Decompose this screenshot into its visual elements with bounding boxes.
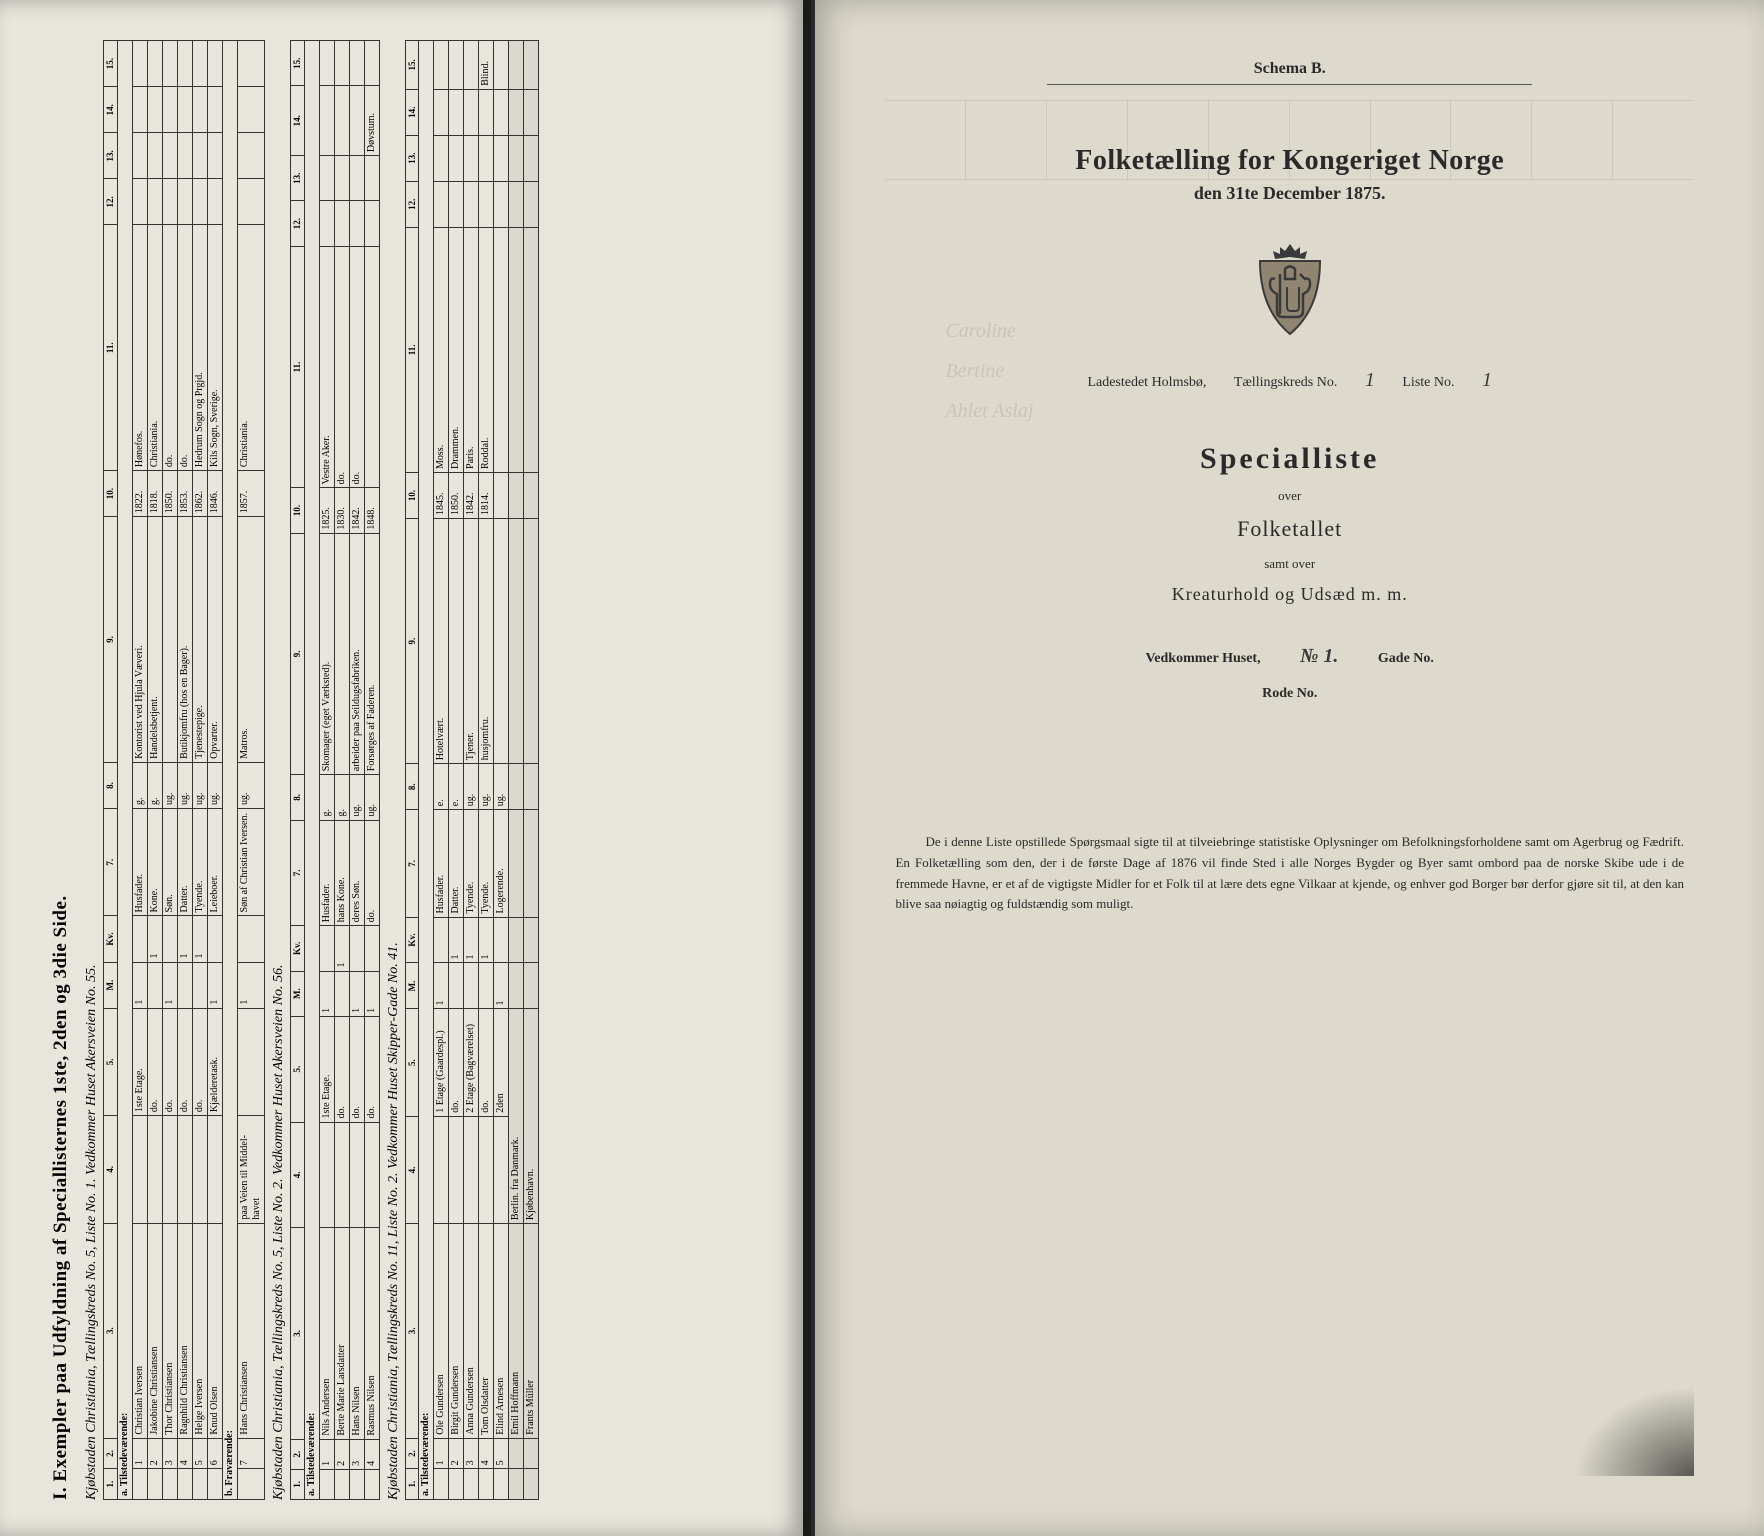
location-label: Ladestedet Holmsbø, [1087, 375, 1206, 390]
bleedthrough-script: Ahlet Aslaj [945, 400, 1033, 423]
section-header-1: Kjøbstaden Christiania, Tællingskreds No… [84, 40, 100, 1500]
table-row: 2Jakobine Christiansendo.1Kone.g.Handels… [147, 41, 162, 1500]
table-row: Emil HoffmannBerlin. fra Danmark. [509, 41, 524, 1500]
specialliste-heading: Specialliste [885, 442, 1694, 476]
table-header-row: 1.2.3.4.5.M.Kv.7.8.9.10.11.12.13.14.15. [290, 41, 304, 1500]
table-row: 1Ole Gundersen1 Etage (Gaardespl.)1Husfa… [434, 41, 449, 1500]
presence-header-1: a. Tilstedeværende: [117, 41, 132, 1500]
liste-value: 1 [1482, 369, 1492, 391]
left-rotated-content: I. Exempler paa Udfyldning af Speciallis… [50, 40, 539, 1500]
table-row: 2Birgit Gundersendo.1Datter.e.1850.Dramm… [449, 41, 464, 1500]
col-11: 11. [104, 225, 118, 471]
col-14: 14. [104, 87, 118, 133]
col-9: 9. [104, 517, 118, 763]
schema-label: Schema B. [1047, 60, 1532, 85]
coat-of-arms-icon [1245, 239, 1335, 339]
bleedthrough-table [885, 100, 1694, 180]
col-2: 2. [104, 1438, 118, 1469]
kreaturhold-heading: Kreaturhold og Udsæd m. m. [885, 584, 1694, 605]
bleedthrough-script: Bertine [945, 360, 1004, 383]
section-header-2: Kjøbstaden Christiania, Tællingskreds No… [271, 40, 287, 1500]
footer-paragraph: De i denne Liste opstillede Spørgsmaal s… [885, 832, 1694, 915]
ledger-table-2: 1.2.3.4.5.M.Kv.7.8.9.10.11.12.13.14.15. … [290, 40, 380, 1500]
samt-text: samt over [885, 556, 1694, 572]
section-header-3: Kjøbstaden Christiania, Tællingskreds No… [386, 40, 402, 1500]
col-6b: Kv. [104, 916, 118, 962]
col-3: 3. [104, 1223, 118, 1438]
over-text: over [885, 488, 1694, 504]
table-row: 3Hans Nilsendo.1deres Søn.ug.arbeider pa… [349, 41, 364, 1500]
absence-header-1: b. Fraværende: [222, 41, 237, 1500]
presence-header-2: a. Tilstedeværende: [304, 41, 319, 1500]
col-5: 5. [104, 1008, 118, 1116]
left-page: I. Exempler paa Udfyldning af Speciallis… [0, 0, 811, 1536]
right-page: Schema B. Caroline Bertine Ahlet Aslaj F… [811, 0, 1764, 1536]
col-12: 12. [104, 179, 118, 225]
folketallet-heading: Folketallet [885, 516, 1694, 542]
table-row: 5Helge Iversendo.1Tyende.ug.Tjenestepige… [192, 41, 207, 1500]
col-6a: M. [104, 962, 118, 1008]
presence-header-3: a. Tilstedeværende: [419, 41, 434, 1500]
kreds-label: Tællingskreds No. [1234, 375, 1337, 390]
ledger-table-3: 1.2.3.4.5.M.Kv.7.8.9.10.11.12.13.14.15. … [405, 40, 540, 1500]
page-corner-shadow [1574, 1386, 1694, 1476]
table-row: 4Rasmus Nilsendo.1do.ug.Forsørges af Fad… [364, 41, 379, 1500]
table-row: 1Christian Iversen1ste Etage.1Husfader.g… [132, 41, 147, 1500]
rode-label: Rode No. [885, 686, 1694, 702]
table-row: 7Hans Christiansenpaa Veien til Middel-h… [237, 41, 264, 1500]
table-row: 3Anna Gundersen2 Etage (Bagværelset)1Tye… [464, 41, 479, 1500]
left-page-title: I. Exempler paa Udfyldning af Speciallis… [50, 40, 72, 1500]
col-15: 15. [104, 41, 118, 87]
col-10: 10. [104, 471, 118, 517]
kreds-value: 1 [1365, 369, 1375, 391]
table-row: 1Nils Andersen1ste Etage.1Husfader.g.Sko… [319, 41, 334, 1500]
col-4: 4. [104, 1116, 118, 1224]
table-row: 4Ragnhild Christiansendo.1Datter.ug.Buti… [177, 41, 192, 1500]
table-row: Frants MüllerKjøbenhavn. [524, 41, 539, 1500]
census-date: den 31te December 1875. [885, 183, 1694, 204]
table-row: 5Elind Arnesen2den1Logerende.ug. [494, 41, 509, 1500]
house-info-line: Vedkommer Huset, № 1. Gade No. [885, 645, 1694, 668]
liste-label: Liste No. [1402, 375, 1454, 390]
gade-label: Gade No. [1378, 651, 1434, 667]
col-8: 8. [104, 762, 118, 808]
col-7: 7. [104, 808, 118, 916]
table-row: 2Berte Marie Larsdatterdo.1hans Kone.g.1… [334, 41, 349, 1500]
table-row: 3Thor Christiansendo.1Søn.ug.1850.do. [162, 41, 177, 1500]
col-1: 1. [104, 1469, 118, 1500]
location-info-line: Ladestedet Holmsbø, Tællingskreds No. 1 … [885, 369, 1694, 392]
bleedthrough-script: Caroline [945, 320, 1015, 343]
table-header-row: 1. 2. 3. 4. 5. M. Kv. 7. 8. 9. 10. 11. 1… [104, 41, 118, 1500]
table-row: 6Knud OlsenKjælderetask.1Leieboer.ug.Opv… [207, 41, 222, 1500]
col-13: 13. [104, 133, 118, 179]
table-header-row: 1.2.3.4.5.M.Kv.7.8.9.10.11.12.13.14.15. [405, 41, 419, 1500]
huset-label: Vedkommer Huset, [1145, 651, 1260, 667]
ledger-table-1: 1. 2. 3. 4. 5. M. Kv. 7. 8. 9. 10. 11. 1… [103, 40, 265, 1500]
table-row: 4Tom Olsdatterdo.1Tyende.ug.husjomfru.18… [479, 41, 494, 1500]
right-content: Schema B. Caroline Bertine Ahlet Aslaj F… [885, 60, 1694, 1476]
huset-value: № 1. [1300, 645, 1338, 668]
